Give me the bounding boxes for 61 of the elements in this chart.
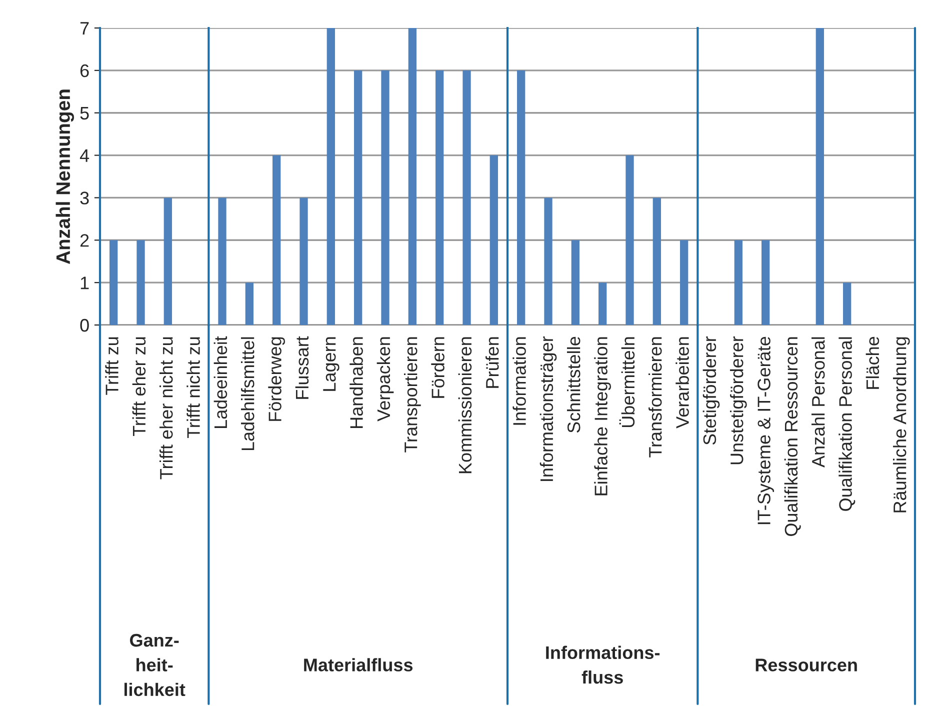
y-tick-label: 4 [80, 149, 90, 162]
bar [218, 198, 226, 325]
bar [544, 198, 552, 325]
y-tick-label: 1 [80, 276, 89, 290]
x-tick-label: Trifft eher zu [132, 337, 146, 436]
x-tick-label: Ladehilfsmittel [241, 337, 254, 450]
x-tick-label: Stetigförderer [702, 336, 720, 445]
x-tick-label: Transportieren [404, 337, 421, 452]
x-tick-label: Qualifikation Personal [838, 337, 856, 511]
y-tick-label: 0 [80, 318, 89, 332]
bar [626, 155, 634, 325]
x-tick-label: Trifft eher nicht zu [160, 337, 173, 480]
y-axis-title: Anzahl Nennungen [56, 90, 74, 264]
x-tick-label: Einfache Integration [594, 337, 611, 496]
bar [652, 198, 661, 325]
x-tick-label: Handhaben [350, 337, 363, 428]
x-tick-label: IT-Systeme & IT-Geräte [758, 336, 774, 524]
x-tick-label: Anzahl Personal [812, 337, 825, 468]
bar [462, 70, 471, 325]
bar [490, 155, 498, 325]
x-tick-label: Lagern [323, 337, 340, 391]
y-tick-label: 7 [80, 22, 89, 35]
x-tick-label: Trifft zu [105, 337, 118, 395]
x-tick-label: Information [512, 337, 526, 425]
x-tick-label: Flussart [295, 336, 309, 399]
x-tick-label: Prüfen [486, 337, 499, 388]
x-tick-label: Übermitteln [619, 337, 635, 428]
x-axis-title: Materialfluss [304, 658, 413, 672]
y-tick-label: 6 [80, 64, 89, 78]
x-axis-title: Informations- fluss [546, 646, 660, 684]
x-axis-title: Ganz- heit- lichkeit [124, 634, 186, 696]
bar [436, 70, 444, 325]
bar [680, 240, 688, 325]
x-tick-label: Räumliche Anordnung [893, 337, 910, 512]
x-tick-label: Ladeeinheit [214, 336, 228, 428]
bar [408, 28, 416, 325]
x-tick-label: Förderweg [268, 337, 285, 421]
y-tick-label: 2 [80, 234, 89, 247]
y-tick-label: 5 [80, 106, 89, 120]
bar [517, 70, 526, 325]
x-tick-label: Kommissionieren [458, 337, 472, 474]
x-tick-label: Verpacken [376, 337, 394, 422]
bar [598, 282, 607, 325]
bar [272, 155, 281, 325]
x-tick-label: Fläche [866, 336, 880, 389]
y-tick-label: 3 [80, 192, 89, 204]
x-tick-label: Verarbeiten [676, 337, 689, 428]
bar [354, 70, 362, 325]
x-tick-label: Informationsträger [540, 336, 557, 481]
bar [381, 70, 390, 325]
x-axis-title: Ressourcen [756, 658, 857, 672]
x-tick-label: Unstetigförderer [730, 336, 747, 464]
bar [326, 28, 335, 325]
x-tick-label: Qualifikation Ressourcen [784, 337, 801, 536]
x-tick-label: Schnittstelle [567, 336, 580, 433]
bar [300, 198, 308, 325]
bar [245, 282, 254, 325]
x-tick-label: Transformieren [648, 337, 662, 458]
bar [571, 240, 580, 325]
x-tick-label: Trifft nicht zu [186, 337, 200, 438]
x-tick-label: Fördern [431, 337, 444, 398]
